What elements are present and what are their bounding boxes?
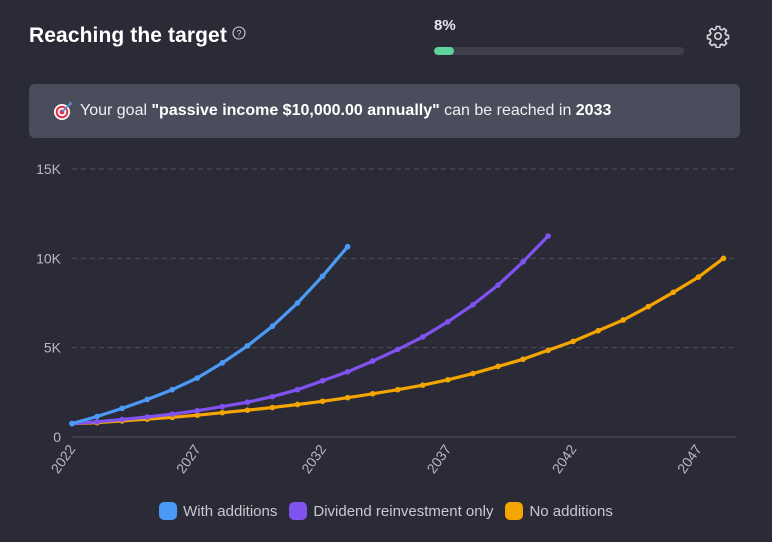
data-point [269, 393, 276, 400]
data-point [445, 318, 451, 325]
y-tick-label: 10K [36, 250, 62, 266]
legend-swatch [289, 502, 308, 520]
data-point [294, 386, 301, 393]
data-point [119, 405, 125, 412]
data-point [670, 289, 677, 296]
data-point [319, 273, 326, 280]
data-point [495, 282, 501, 288]
data-point [369, 358, 376, 364]
legend-label: With additions [183, 502, 278, 520]
x-tick-label: 2032 [298, 441, 329, 476]
data-point [269, 404, 276, 411]
series-line [70, 256, 726, 426]
data-point [545, 233, 551, 239]
data-point [244, 399, 251, 405]
data-point [144, 414, 150, 420]
line-chart: 0 5K 10K 15K 2022 2027 2032 2037 2042 2047 [36, 161, 736, 476]
data-point [244, 407, 251, 414]
data-point [394, 386, 401, 393]
data-point [169, 386, 176, 393]
goal-prefix: Your goal [80, 102, 152, 119]
chart-legend: With additions Dividend reinvestment only… [0, 500, 772, 522]
data-point [194, 412, 201, 419]
data-point [94, 413, 100, 420]
legend-item[interactable]: No additions [505, 502, 613, 520]
data-point [194, 375, 201, 381]
gear-icon[interactable] [706, 24, 730, 48]
data-point [445, 377, 451, 383]
data-point [269, 323, 276, 330]
data-point [319, 398, 326, 405]
x-tick-label: 2047 [674, 441, 705, 476]
progress-bar-fill [434, 47, 454, 55]
data-point [394, 346, 401, 353]
y-tick-label: 5K [44, 340, 62, 356]
series-line [70, 234, 550, 426]
progress-bar [434, 47, 684, 55]
data-point [570, 338, 576, 345]
data-point [94, 419, 100, 425]
legend-item[interactable]: Dividend reinvestment only [289, 502, 493, 520]
data-point [419, 334, 426, 340]
data-point [520, 356, 526, 363]
data-point [695, 274, 702, 280]
data-point [169, 411, 176, 417]
y-tick-label: 15K [36, 161, 62, 177]
data-point [219, 360, 226, 366]
help-circle-icon[interactable]: ? [232, 26, 246, 40]
data-point [344, 243, 351, 250]
x-tick-label: 2037 [423, 441, 454, 476]
data-point [344, 394, 351, 401]
data-point [419, 382, 426, 388]
data-point [344, 368, 351, 375]
data-point [495, 363, 501, 370]
x-tick-label: 2022 [47, 441, 78, 476]
legend-label: Dividend reinvestment only [313, 502, 494, 520]
legend-label: No additions [529, 502, 613, 520]
data-point [144, 396, 150, 403]
target-dart-icon [54, 102, 72, 120]
legend-swatch [505, 502, 524, 520]
data-point [294, 401, 301, 408]
goal-year: 2033 [575, 102, 612, 119]
data-point [595, 327, 601, 334]
x-tick-label: 2027 [173, 441, 204, 476]
data-point [620, 317, 627, 323]
x-tick-label: 2042 [549, 441, 580, 476]
data-point [219, 409, 226, 416]
legend-swatch [159, 502, 178, 520]
data-point [194, 407, 201, 414]
data-point [470, 301, 476, 308]
data-point [219, 403, 226, 410]
goal-target: "passive income $10,000.00 annually" [151, 102, 440, 119]
chart-title: Reaching the target [29, 24, 227, 47]
data-point [294, 300, 301, 306]
data-point [545, 347, 551, 354]
data-point [470, 370, 476, 377]
data-point [319, 377, 326, 384]
series-line [70, 245, 350, 426]
y-tick-label: 0 [53, 429, 61, 445]
data-point [119, 416, 125, 423]
data-point [720, 255, 727, 262]
data-point [69, 420, 75, 427]
svg-text:?: ? [236, 28, 241, 38]
data-point [645, 303, 652, 310]
data-point [520, 259, 526, 265]
goal-middle: can be reached in [439, 102, 576, 119]
goal-banner: Your goal "passive income $10,000.00 ann… [29, 84, 740, 138]
data-point [369, 390, 376, 397]
progress-percent: 8% [434, 17, 456, 34]
legend-item[interactable]: With additions [159, 502, 277, 520]
data-point [244, 343, 251, 349]
